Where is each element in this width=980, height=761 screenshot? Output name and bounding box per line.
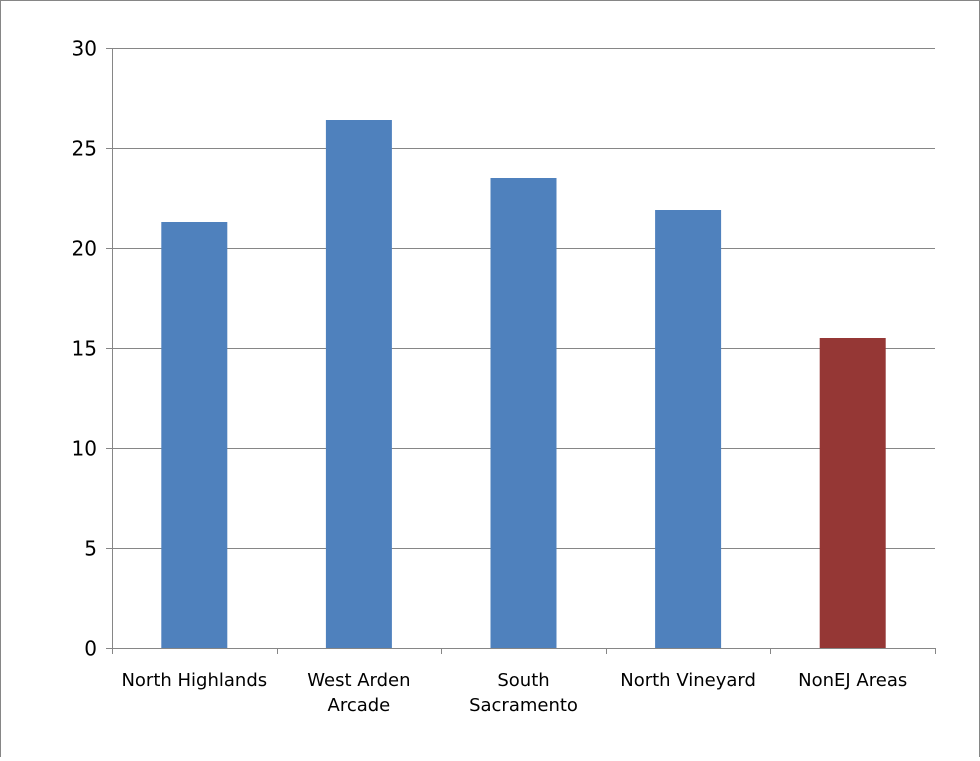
y-tick-label: 20 xyxy=(72,237,97,261)
bar-0 xyxy=(161,222,228,648)
x-tick-labels: North Highlands West Arden Arcade South Sacr… xyxy=(121,670,907,716)
x-tick-label: South xyxy=(497,670,549,691)
y-tick-labels: 0 5 10 15 20 25 30 xyxy=(72,37,97,661)
y-tick-label: 10 xyxy=(72,437,97,461)
x-tick-label: North Vineyard xyxy=(620,670,756,691)
bar-2 xyxy=(490,178,557,648)
y-tick-label: 15 xyxy=(72,337,97,361)
x-tick-label: North Highlands xyxy=(121,670,267,691)
y-tick-label: 0 xyxy=(84,637,97,661)
x-tick-label: West Arden xyxy=(307,670,410,691)
bar-1 xyxy=(325,120,392,648)
y-tick-label: 25 xyxy=(72,137,97,161)
bar-3 xyxy=(655,210,722,648)
axes xyxy=(106,48,936,654)
y-tick-label: 30 xyxy=(72,37,97,61)
x-tick-label: NonEJ Areas xyxy=(798,670,907,691)
x-tick-label: Arcade xyxy=(328,695,391,716)
x-tick-label: Sacramento xyxy=(469,695,578,716)
bar-4 xyxy=(819,338,886,648)
bars xyxy=(161,120,886,648)
y-tick-label: 5 xyxy=(84,537,97,561)
